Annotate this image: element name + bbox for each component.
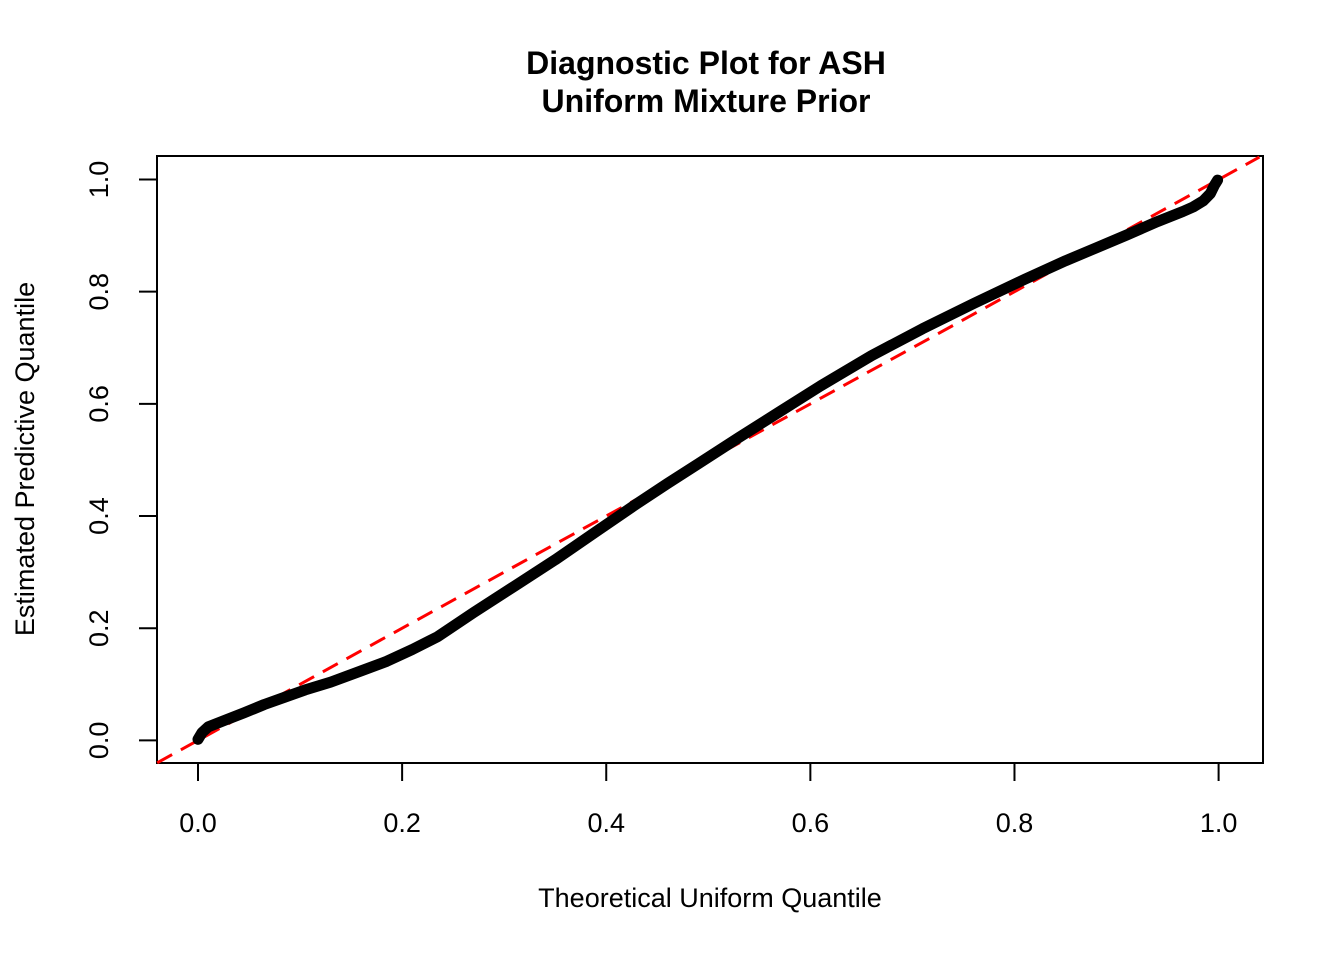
y-tick-label: 0.0 [84, 722, 114, 760]
plot-title-line-2: Uniform Mixture Prior [542, 83, 871, 119]
plot-title-line-1: Diagnostic Plot for ASH [526, 45, 886, 81]
x-tick-label: 0.2 [383, 808, 421, 838]
plot-border [156, 155, 1264, 764]
x-tick-label: 0.0 [179, 808, 217, 838]
y-axis-ticks: 0.0 0.2 0.4 0.6 0.8 1.0 [84, 161, 157, 759]
x-axis-ticks: 0.0 0.2 0.4 0.6 0.8 1.0 [179, 763, 1237, 838]
qq-curve-path [192, 174, 1224, 745]
y-tick-label: 1.0 [84, 161, 114, 199]
y-tick-label: 0.8 [84, 273, 114, 311]
x-tick-label: 1.0 [1200, 808, 1238, 838]
y-tick-label: 0.2 [84, 609, 114, 647]
y-tick-label: 0.4 [84, 497, 114, 535]
x-tick-label: 0.8 [996, 808, 1034, 838]
x-tick-label: 0.6 [792, 808, 830, 838]
y-axis-label: Estimated Predictive Quantile [10, 282, 40, 636]
x-axis-label: Theoretical Uniform Quantile [538, 883, 882, 913]
y-tick-label: 0.6 [84, 385, 114, 423]
x-tick-label: 0.4 [587, 808, 625, 838]
